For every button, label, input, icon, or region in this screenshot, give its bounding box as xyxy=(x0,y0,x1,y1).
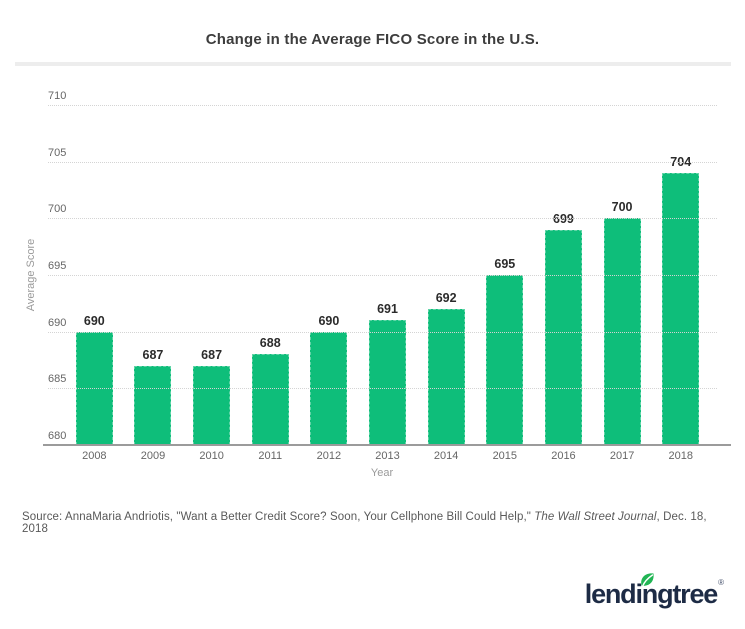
bar-value-label: 691 xyxy=(377,302,398,317)
bar-2016: 699 xyxy=(544,212,582,445)
x-tick-label-2018: 2018 xyxy=(668,450,693,462)
y-tick-label: 690 xyxy=(48,316,67,329)
y-tick-label: 680 xyxy=(48,430,67,442)
y-tick-label: 705 xyxy=(48,146,67,159)
registered-mark: ® xyxy=(718,578,724,587)
source-date: , Dec. 18, 2018 xyxy=(22,511,707,535)
gridline-700 xyxy=(48,218,717,220)
bar-2015: 695 xyxy=(486,257,524,445)
gridline-685 xyxy=(48,388,717,390)
y-tick-label: 685 xyxy=(48,373,67,386)
x-tick-label-2009: 2009 xyxy=(140,450,166,462)
bar-2010: 687 xyxy=(193,348,231,445)
bar-value-label: 690 xyxy=(318,313,340,328)
bar-slot-2015: 695 xyxy=(475,105,534,445)
bar-slot-2016: 699 xyxy=(534,105,593,445)
bar-value-label: 687 xyxy=(142,347,164,362)
bar-slot-2011: 688 xyxy=(241,105,300,445)
y-tick-label: 710 xyxy=(48,90,67,102)
x-tick-labels: 2008 2009 2010 2011 2012 2013 2014 2015 2016 2017… xyxy=(65,450,710,462)
bar-slot-2010: 687 xyxy=(182,105,241,445)
title-divider xyxy=(15,62,731,66)
y-tick-label: 700 xyxy=(48,203,67,216)
source-citation: Source: AnnaMaria Andriotis, "Want a Bet… xyxy=(22,511,732,535)
bar-2018: 704 xyxy=(662,155,700,445)
gridline-690 xyxy=(48,331,717,333)
bars-container: 690 687 687 688 690 691 692 695 699 700 704 xyxy=(65,105,710,445)
y-axis-title: Average Score xyxy=(25,238,37,312)
bar-value-label: 700 xyxy=(611,200,633,215)
x-axis-line xyxy=(43,444,731,446)
bar-2014: 692 xyxy=(427,291,465,445)
x-tick-label-2015: 2015 xyxy=(492,450,518,462)
source-text: Source: AnnaMaria Andriotis, "Want a Bet… xyxy=(22,511,535,523)
lendingtree-logo: lendingtree® xyxy=(584,573,724,618)
fico-score-bar-chart: Change in the Average FICO Score in the … xyxy=(15,31,731,479)
gridline-705 xyxy=(48,161,717,163)
bar-value-label: 688 xyxy=(259,336,281,351)
chart-title: Change in the Average FICO Score in the … xyxy=(205,31,540,48)
bar-2009: 687 xyxy=(134,348,172,445)
logo-text: lendingtree xyxy=(584,579,719,609)
bar-value-label: 692 xyxy=(435,291,457,305)
x-tick-label-2012: 2012 xyxy=(316,450,342,462)
bar-2013: 691 xyxy=(369,302,407,445)
x-tick-label-2008: 2008 xyxy=(82,450,107,462)
x-tick-label-2010: 2010 xyxy=(199,450,224,462)
x-tick-label-2011: 2011 xyxy=(258,450,283,462)
leaf-icon xyxy=(640,573,654,588)
x-tick-label-2013: 2013 xyxy=(375,450,400,462)
gridline-710 xyxy=(48,105,717,106)
x-axis-title: Year xyxy=(370,467,394,479)
source-publication: The Wall Street Journal xyxy=(534,511,657,523)
bar-value-label: 687 xyxy=(201,347,223,362)
bar-2011: 688 xyxy=(251,336,289,445)
bar-slot-2013: 691 xyxy=(358,105,417,445)
bar-slot-2009: 687 xyxy=(124,105,183,445)
x-tick-label-2014: 2014 xyxy=(433,450,459,462)
bar-value-label: 690 xyxy=(83,313,105,328)
x-tick-label-2017: 2017 xyxy=(609,450,635,462)
x-tick-label-2016: 2016 xyxy=(551,450,576,462)
gridline-695 xyxy=(48,275,717,276)
bar-value-label: 695 xyxy=(494,257,516,271)
y-tick-label: 695 xyxy=(48,260,67,272)
plot-area: 690 687 687 688 690 691 692 695 699 700 704 680 685… xyxy=(43,90,731,446)
